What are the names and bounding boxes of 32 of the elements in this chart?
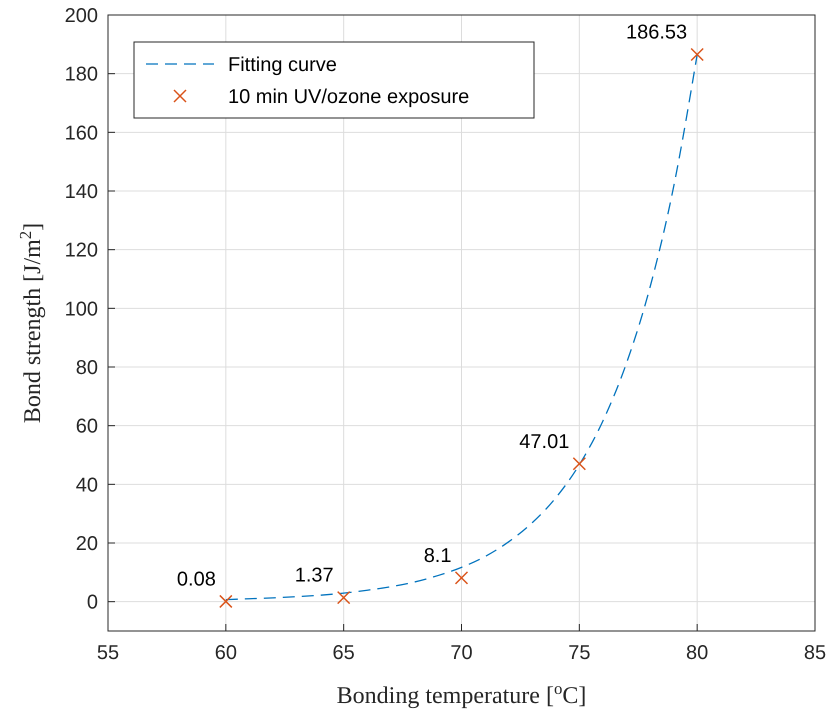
legend-label: 10 min UV/ozone exposure [228,86,470,108]
y-tick-label: 80 [76,357,98,379]
y-tick-label: 100 [64,298,98,320]
y-tick-label: 200 [64,5,98,27]
x-axis-title: Bonding temperature [$^{o}$C] [336,678,586,709]
x-tick-label: 80 [686,642,708,664]
point [572,457,586,471]
legend-label: Fitting curve [228,54,337,76]
data-label: 0.08 [176,568,216,590]
y-tick-label: 180 [64,64,98,86]
y-tick-label: 40 [76,474,98,496]
data-label: 1.37 [294,564,334,587]
y-tick-label: 20 [76,533,98,555]
x-tick-label: 65 [332,642,355,664]
y-tick-label: 0 [86,592,98,614]
data-label: 47.01 [519,430,570,453]
x-tick-label: 55 [96,642,120,664]
point [219,594,233,608]
line-series [225,54,698,600]
data-label: 186.53 [626,22,688,44]
x-tick-label: 85 [804,642,826,664]
x-tick-label: 70 [450,642,473,664]
x-tick-label: 75 [568,642,590,664]
point [454,571,468,585]
y-tick-label: 60 [76,416,98,438]
point [336,590,350,604]
y-tick-label: 120 [64,240,98,262]
x-tick-label: 60 [214,642,237,664]
point [690,48,704,62]
data-label: 8.1 [424,544,452,567]
y-tick-label: 140 [64,181,98,203]
y-tick-label: 160 [64,122,98,144]
